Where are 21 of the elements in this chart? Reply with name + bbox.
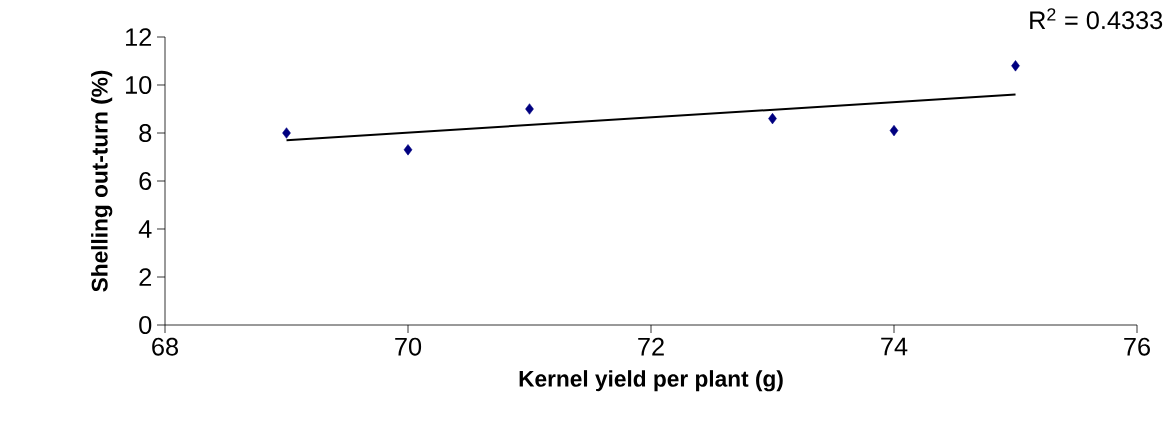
point	[525, 103, 534, 115]
x-tick-label: 74	[881, 337, 908, 356]
y-tick-label: 8	[139, 124, 152, 142]
y-tick-label: 4	[138, 220, 152, 238]
x-tick-label: 72	[638, 337, 664, 356]
point	[282, 127, 291, 139]
point	[768, 113, 777, 125]
y-tick-label: 12	[126, 28, 152, 46]
y-tick-label: 0	[139, 316, 152, 334]
text: R$^{2}$ = 0.4333	[1030, 8, 1163, 30]
y-tick-label: 10	[126, 76, 152, 94]
y-axis-title: Shelling out-turn (%)	[91, 70, 113, 292]
x-tick-label: 68	[152, 337, 178, 356]
y-tick-label: 6	[139, 172, 152, 190]
y-tick-label: 2	[139, 268, 152, 286]
x-tick-label: 76	[1124, 337, 1150, 356]
point	[889, 125, 899, 137]
point	[1011, 60, 1020, 72]
x-axis-title: Kernel yield per plant (g)	[519, 370, 783, 392]
x-tick-label: 70	[395, 337, 422, 356]
point	[403, 144, 413, 156]
